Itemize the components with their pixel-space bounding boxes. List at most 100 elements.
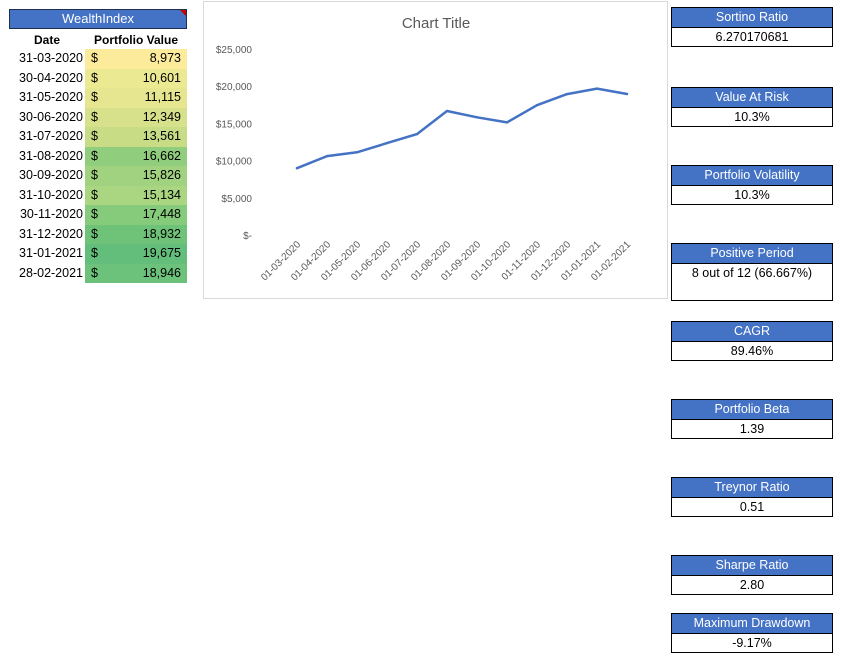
chart-title: Chart Title [402,15,470,32]
table-row: 31-01-2021 $19,675 [9,244,187,264]
table-row: 31-05-2020 $11,115 [9,88,187,108]
data-point [535,103,539,107]
row-date[interactable]: 31-10-2020 [19,187,83,202]
table-row: 30-09-2020 $15,826 [9,166,187,186]
treynor-ratio-value[interactable]: 0.51 [672,498,832,516]
positive-period-value[interactable]: 8 out of 12 (66.667%) [672,264,832,300]
maximum-drawdown-label: Maximum Drawdown [672,614,832,634]
value-at-risk-value[interactable]: 10.3% [672,108,832,126]
row-value-cell[interactable]: $11,115 [85,88,187,108]
row-value: 16,662 [142,148,181,163]
date-column-header[interactable]: Date [33,33,60,47]
maximum-drawdown-value[interactable]: -9.17% [672,634,832,652]
positive-period-box: Positive Period 8 out of 12 (66.667%) [671,243,833,301]
sharpe-ratio-box: Sharpe Ratio 2.80 [671,555,833,595]
row-value-cell[interactable]: $19,675 [85,244,187,264]
row-value: 8,973 [149,51,181,65]
currency-symbol: $ [91,187,98,202]
row-value-cell[interactable]: $13,561 [85,127,187,147]
wealth-index-rows: 31-03-2020 $8,973 30-04-2020 $10,601 31-05-2… [9,49,187,283]
currency-symbol: $ [91,129,98,143]
table-row: 30-06-2020 $12,349 [9,107,187,127]
row-value: 13,561 [142,129,181,143]
value-at-risk-label: Value At Risk [672,88,832,108]
row-date[interactable]: 30-06-2020 [19,109,83,124]
wealth-index-title: WealthIndex [61,11,135,26]
row-value-cell[interactable]: $15,134 [85,185,187,205]
row-value: 10,601 [142,70,181,85]
row-date[interactable]: 31-12-2020 [19,226,83,241]
portfolio-beta-value[interactable]: 1.39 [672,420,832,438]
data-point [355,151,359,154]
sortino-ratio-value[interactable]: 6.270170681 [672,28,832,46]
currency-symbol: $ [91,246,98,260]
row-date[interactable]: 31-05-2020 [19,90,83,104]
portfolio-volatility-label: Portfolio Volatility [672,166,832,186]
table-row: 30-04-2020 $10,601 [9,68,187,88]
portfolio-beta-box: Portfolio Beta 1.39 [671,399,833,439]
y-tick-label: $15,000 [216,119,253,130]
row-date[interactable]: 30-11-2020 [19,207,83,221]
table-row: 31-10-2020 $15,134 [9,185,187,205]
currency-symbol: $ [91,168,98,182]
table-row: 31-03-2020 $8,973 [9,49,187,69]
data-point [565,92,569,96]
data-point [475,116,479,119]
row-value-cell[interactable]: $15,826 [85,166,187,186]
currency-symbol: $ [91,207,98,221]
row-value-cell[interactable]: $17,448 [85,205,187,225]
treynor-ratio-box: Treynor Ratio 0.51 [671,477,833,517]
cagr-label: CAGR [672,322,832,342]
data-point [625,92,629,96]
table-row: 30-11-2020 $17,448 [9,205,187,225]
data-point [505,121,509,124]
currency-symbol: $ [91,226,98,241]
wealth-line-chart[interactable]: Chart Title $25,000 $20,000 $15,000 $10,000 $… [203,1,668,299]
currency-symbol: $ [91,51,98,65]
sharpe-ratio-value[interactable]: 2.80 [672,576,832,594]
row-date[interactable]: 31-07-2020 [19,129,83,143]
row-date[interactable]: 30-09-2020 [19,168,83,182]
data-point [595,87,599,90]
y-tick-label: $- [243,231,252,242]
currency-symbol: $ [91,70,98,85]
positive-period-label: Positive Period [672,244,832,264]
data-point [295,167,299,170]
row-value-cell[interactable]: $10,601 [85,68,187,88]
data-point [385,141,389,145]
row-value: 15,826 [142,168,181,182]
treynor-ratio-label: Treynor Ratio [672,478,832,498]
row-value-cell[interactable]: $12,349 [85,107,187,127]
cagr-box: CAGR 89.46% [671,321,833,361]
row-value: 11,115 [144,90,181,104]
row-date[interactable]: 30-04-2020 [19,70,83,85]
y-tick-label: $10,000 [216,157,253,168]
row-date[interactable]: 28-02-2021 [19,265,83,280]
value-at-risk-box: Value At Risk 10.3% [671,87,833,127]
table-row: 31-07-2020 $13,561 [9,127,187,147]
row-date[interactable]: 31-08-2020 [19,148,83,163]
comment-indicator-icon [180,10,186,16]
row-value: 18,932 [142,226,181,241]
currency-symbol: $ [91,265,98,280]
y-tick-label: $20,000 [216,82,253,93]
portfolio-volatility-value[interactable]: 10.3% [672,186,832,204]
row-value-cell[interactable]: $16,662 [85,146,187,166]
row-value-cell[interactable]: $8,973 [85,49,187,69]
row-date[interactable]: 31-01-2021 [19,246,83,260]
y-tick-label: $5,000 [221,194,252,205]
data-point [445,109,449,113]
row-date[interactable]: 31-03-2020 [19,51,83,65]
wealth-index-header[interactable]: WealthIndex [9,9,187,29]
sortino-ratio-box: Sortino Ratio 6.270170681 [671,7,833,47]
row-value-cell[interactable]: $18,946 [85,263,187,283]
maximum-drawdown-box: Maximum Drawdown -9.17% [671,613,833,653]
cagr-value[interactable]: 89.46% [672,342,832,360]
row-value-cell[interactable]: $18,932 [85,224,187,244]
row-value: 19,675 [142,246,181,260]
data-point [415,132,419,136]
portfolio-volatility-box: Portfolio Volatility 10.3% [671,165,833,205]
portfolio-value-column-header[interactable]: Portfolio Value [93,33,178,47]
row-value: 12,349 [142,109,181,124]
table-row: 31-08-2020 $16,662 [9,146,187,166]
